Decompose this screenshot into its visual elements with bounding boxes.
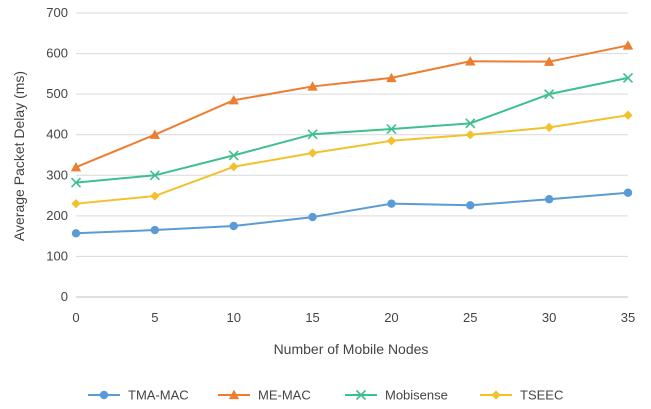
x-tick-label: 20 xyxy=(384,310,398,325)
y-tick-label: 400 xyxy=(46,127,68,142)
x-marker-stroke xyxy=(307,129,318,140)
data-point-me-mac xyxy=(386,72,397,83)
data-point-tseec xyxy=(623,110,633,120)
gridlines xyxy=(76,12,628,298)
data-point-mobisense xyxy=(149,170,160,181)
series-mobisense xyxy=(70,72,634,188)
legend-marker-me-mac xyxy=(228,389,240,400)
data-point-tma-mac xyxy=(544,195,554,204)
data-point-tma-mac xyxy=(387,199,396,208)
y-tick-label: 200 xyxy=(46,208,68,223)
series-tma-mac xyxy=(71,188,633,238)
x-marker-stroke xyxy=(386,123,397,135)
data-point-tseec xyxy=(544,122,554,133)
x-marker-stroke xyxy=(70,177,82,188)
series-line-me-mac xyxy=(75,44,629,169)
legend-label-tseec: TSEEC xyxy=(520,388,563,403)
data-point-mobisense xyxy=(70,177,82,188)
y-tick-label: 600 xyxy=(46,46,68,61)
x-tick-label: 0 xyxy=(72,310,79,325)
y-tick-label: 700 xyxy=(46,5,68,20)
x-marker-stroke xyxy=(544,89,555,100)
data-point-mobisense xyxy=(622,72,634,83)
series-lines xyxy=(70,40,634,238)
data-point-mobisense xyxy=(228,150,239,161)
x-marker-stroke xyxy=(465,118,476,129)
legend-item-mobisense: Mobisense xyxy=(345,388,448,403)
x-marker-stroke xyxy=(622,72,634,83)
legend-item-tma-mac: TMA-MAC xyxy=(88,388,189,403)
data-point-tma-mac xyxy=(71,229,81,238)
legend-label-mobisense: Mobisense xyxy=(385,388,448,403)
legend-marker-tseec xyxy=(491,390,501,400)
x-tick-label: 25 xyxy=(463,310,477,325)
data-point-tma-mac xyxy=(623,188,633,197)
legend-marker-mobisense xyxy=(355,389,367,401)
data-point-me-mac xyxy=(543,56,555,66)
data-point-tma-mac xyxy=(466,201,475,210)
data-point-me-mac xyxy=(70,161,82,172)
series-tseec xyxy=(71,110,633,209)
x-tick-label: 35 xyxy=(621,310,635,325)
data-point-tseec xyxy=(465,130,475,140)
y-tick-label: 300 xyxy=(46,167,68,182)
y-tick-label: 500 xyxy=(46,86,68,101)
y-tick-label: 0 xyxy=(61,289,68,304)
data-point-mobisense xyxy=(544,89,555,100)
data-point-tma-mac xyxy=(308,212,317,222)
data-point-tseec xyxy=(229,162,239,172)
y-tick-label: 100 xyxy=(46,248,68,263)
data-point-mobisense xyxy=(465,118,476,129)
data-point-me-mac xyxy=(622,40,634,50)
legend: TMA-MAC ME-MAC Mobisense TSEEC xyxy=(88,388,563,403)
axes: 0 100 200 300 400 500 600 700 0 5 10 15 20 25 30 35 xyxy=(46,5,635,325)
series-line-mobisense xyxy=(75,76,629,184)
data-point-tseec xyxy=(386,136,397,146)
x-axis-title: Number of Mobile Nodes xyxy=(274,341,429,357)
y-axis-title: Average Packet Delay (ms) xyxy=(11,71,27,241)
x-tick-label: 15 xyxy=(305,310,319,325)
data-point-me-mac xyxy=(149,129,161,139)
data-point-mobisense xyxy=(386,123,397,135)
data-point-me-mac xyxy=(465,56,476,66)
x-marker-stroke xyxy=(228,150,239,161)
data-point-tseec xyxy=(307,148,318,158)
data-point-mobisense xyxy=(307,129,318,140)
x-tick-label: 30 xyxy=(542,310,556,325)
x-marker-stroke xyxy=(149,170,160,181)
legend-item-me-mac: ME-MAC xyxy=(218,388,311,403)
data-point-me-mac xyxy=(228,95,239,105)
data-point-tseec xyxy=(150,191,160,201)
series-me-mac xyxy=(70,40,634,172)
data-point-tma-mac xyxy=(150,225,160,235)
series-line-tseec xyxy=(75,114,629,205)
legend-label-me-mac: ME-MAC xyxy=(258,388,311,403)
x-marker-stroke xyxy=(355,389,367,401)
data-point-tseec xyxy=(71,199,81,209)
legend-marker-tma-mac xyxy=(99,390,109,400)
data-point-me-mac xyxy=(307,81,318,91)
series-line-tma-mac xyxy=(75,191,629,235)
x-tick-label: 10 xyxy=(226,310,240,325)
x-tick-label: 5 xyxy=(151,310,158,325)
legend-item-tseec: TSEEC xyxy=(480,388,563,403)
legend-label-tma-mac: TMA-MAC xyxy=(128,388,189,403)
data-point-tma-mac xyxy=(229,221,238,231)
